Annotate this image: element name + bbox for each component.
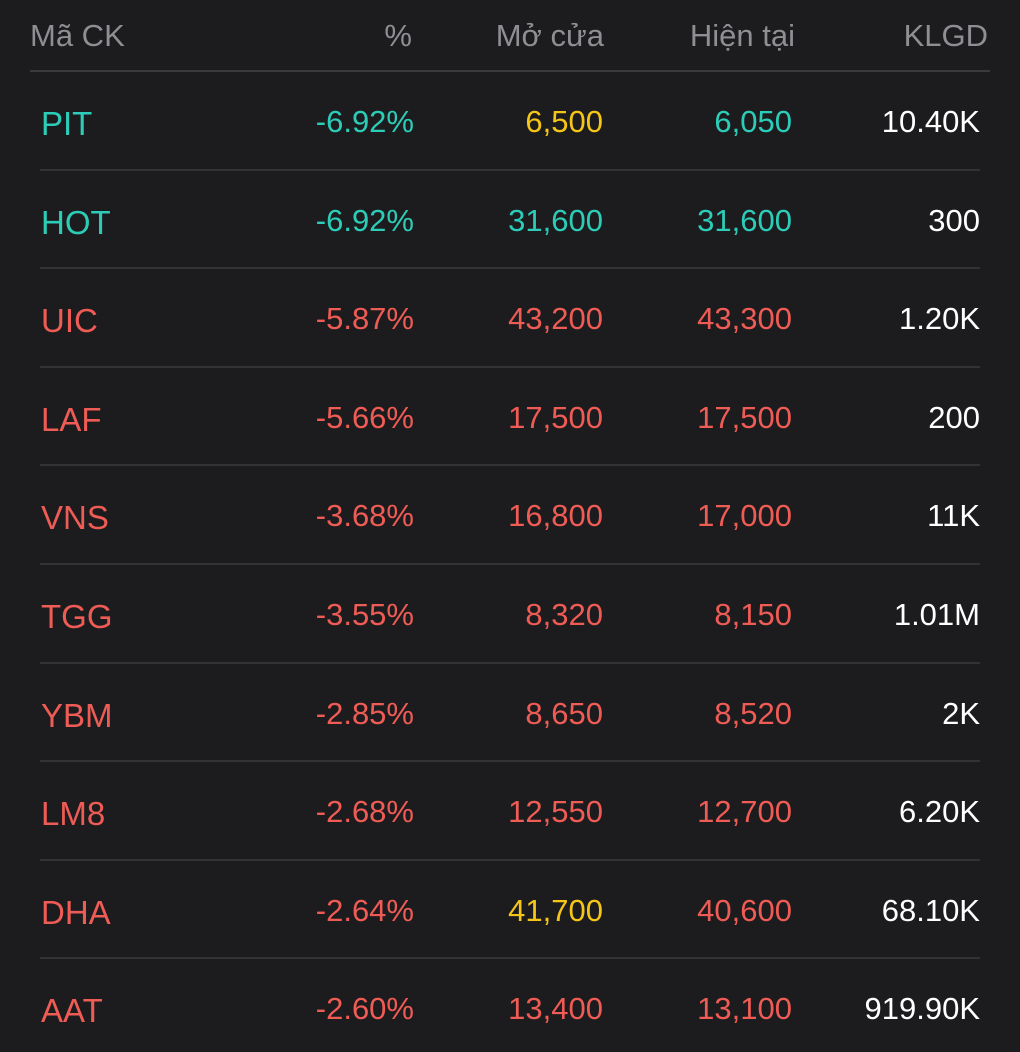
stock-symbol: YBM: [41, 696, 113, 734]
trading-volume: 1.20K: [898, 301, 980, 337]
open-price: 13,400: [508, 991, 603, 1027]
stock-symbol: VNS: [41, 499, 109, 537]
table-header: Mã CK % Mở cửa Hiện tại KLGD: [0, 0, 1020, 72]
table-row[interactable]: PIT -6.92% 6,500 6,050 10.40K: [0, 72, 1020, 171]
column-header-volume[interactable]: KLGD: [903, 18, 988, 53]
trading-volume: 10.40K: [881, 104, 980, 139]
open-price: 8,320: [525, 596, 603, 632]
percent-change: -5.66%: [315, 399, 414, 435]
percent-change: -5.87%: [315, 301, 414, 337]
current-price: 12,700: [697, 794, 792, 830]
current-price: 40,600: [697, 892, 792, 928]
current-price: 17,000: [697, 498, 792, 534]
trading-volume: 1.01M: [893, 596, 980, 632]
current-price: 17,500: [697, 399, 792, 435]
percent-change: -3.68%: [315, 498, 414, 534]
trading-volume: 200: [928, 399, 980, 435]
percent-change: -2.64%: [315, 892, 414, 928]
stock-symbol: AAT: [41, 992, 103, 1030]
trading-volume: 6.20K: [898, 794, 980, 830]
table-row[interactable]: TGG -3.55% 8,320 8,150 1.01M: [0, 565, 1020, 664]
current-price: 8,150: [714, 596, 792, 632]
stock-symbol: PIT: [41, 105, 93, 142]
percent-change: -6.92%: [315, 104, 414, 139]
table-row[interactable]: VNS -3.68% 16,800 17,000 11K: [0, 466, 1020, 565]
stock-symbol: DHA: [41, 893, 111, 931]
open-price: 41,700: [508, 892, 603, 928]
table-body: PIT -6.92% 6,500 6,050 10.40K HOT -6.92% 31,600…: [0, 72, 1020, 1052]
open-price: 43,200: [508, 301, 603, 337]
current-price: 31,600: [697, 202, 792, 238]
percent-change: -2.60%: [315, 991, 414, 1027]
stock-symbol: HOT: [41, 203, 111, 241]
column-header-percent[interactable]: %: [384, 18, 412, 53]
trading-volume: 68.10K: [881, 892, 980, 928]
open-price: 12,550: [508, 794, 603, 830]
stock-symbol: TGG: [41, 597, 113, 635]
stock-symbol: LM8: [41, 795, 106, 833]
stock-symbol: LAF: [41, 400, 102, 438]
column-header-open[interactable]: Mở cửa: [495, 18, 604, 53]
percent-change: -2.85%: [315, 695, 414, 731]
current-price: 13,100: [697, 991, 792, 1027]
trading-volume: 11K: [927, 498, 980, 534]
table-row[interactable]: DHA -2.64% 41,700 40,600 68.10K: [0, 861, 1020, 960]
open-price: 17,500: [508, 399, 603, 435]
open-price: 8,650: [525, 695, 603, 731]
open-price: 31,600: [508, 202, 603, 238]
trading-volume: 2K: [942, 695, 980, 731]
table-row[interactable]: LAF -5.66% 17,500 17,500 200: [0, 368, 1020, 467]
current-price: 6,050: [714, 104, 792, 139]
stock-symbol: UIC: [41, 302, 98, 340]
table-row[interactable]: AAT -2.60% 13,400 13,100 919.90K: [0, 959, 1020, 1052]
current-price: 43,300: [697, 301, 792, 337]
trading-volume: 300: [928, 202, 980, 238]
current-price: 8,520: [714, 695, 792, 731]
open-price: 6,500: [525, 104, 603, 139]
percent-change: -3.55%: [315, 596, 414, 632]
table-row[interactable]: YBM -2.85% 8,650 8,520 2K: [0, 664, 1020, 763]
open-price: 16,800: [508, 498, 603, 534]
percent-change: -2.68%: [315, 794, 414, 830]
column-header-symbol[interactable]: Mã CK: [30, 18, 125, 53]
table-row[interactable]: HOT -6.92% 31,600 31,600 300: [0, 171, 1020, 270]
percent-change: -6.92%: [315, 202, 414, 238]
table-row[interactable]: UIC -5.87% 43,200 43,300 1.20K: [0, 269, 1020, 368]
column-header-current[interactable]: Hiện tại: [689, 18, 795, 53]
table-row[interactable]: LM8 -2.68% 12,550 12,700 6.20K: [0, 762, 1020, 861]
trading-volume: 919.90K: [864, 991, 981, 1027]
